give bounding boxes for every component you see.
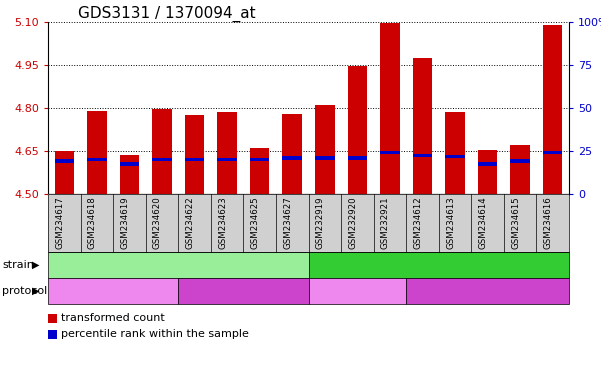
Bar [152, 109, 172, 194]
Bar [120, 155, 139, 194]
Text: GSM234623: GSM234623 [218, 197, 227, 249]
Text: GSM234615: GSM234615 [511, 197, 520, 249]
Text: sedentary: sedentary [85, 286, 141, 296]
Bar [87, 158, 106, 161]
Text: high capacity runner: high capacity runner [380, 260, 497, 270]
Bar [185, 158, 204, 161]
Text: GSM232920: GSM232920 [349, 197, 358, 249]
Bar [445, 155, 465, 159]
Bar [347, 156, 367, 160]
Bar [347, 66, 367, 194]
Text: low capacity runner: low capacity runner [123, 260, 234, 270]
Text: percentile rank within the sample: percentile rank within the sample [61, 329, 249, 339]
Text: GSM234613: GSM234613 [446, 197, 455, 249]
Text: GSM234627: GSM234627 [283, 197, 292, 249]
Text: exercise: exercise [221, 286, 266, 296]
Bar [478, 149, 498, 194]
Bar [152, 158, 172, 161]
Bar [543, 25, 563, 194]
Text: GSM234617: GSM234617 [55, 197, 64, 249]
Text: GSM234616: GSM234616 [544, 197, 553, 249]
Text: GSM234620: GSM234620 [153, 197, 162, 249]
Text: ▶: ▶ [32, 260, 40, 270]
Bar [510, 145, 530, 194]
Bar [315, 105, 335, 194]
Bar [478, 162, 498, 166]
Bar [87, 111, 106, 194]
Bar [218, 158, 237, 161]
Text: exercise: exercise [465, 286, 511, 296]
Text: GSM234625: GSM234625 [251, 197, 260, 249]
Bar [218, 112, 237, 194]
Bar [413, 58, 432, 194]
Text: GSM232921: GSM232921 [381, 197, 390, 249]
Bar [315, 156, 335, 160]
Bar [543, 151, 563, 154]
Bar [185, 115, 204, 194]
Text: GSM234618: GSM234618 [88, 197, 97, 249]
Text: GSM234612: GSM234612 [413, 197, 423, 249]
Text: transformed count: transformed count [61, 313, 165, 323]
Text: GSM234614: GSM234614 [478, 197, 487, 249]
Bar [55, 151, 74, 194]
Bar [250, 148, 269, 194]
Bar [380, 23, 400, 194]
Bar [380, 151, 400, 154]
Text: GSM234619: GSM234619 [120, 197, 129, 249]
Bar [445, 112, 465, 194]
Bar [120, 162, 139, 166]
Text: GSM232919: GSM232919 [316, 197, 325, 249]
Bar [413, 154, 432, 157]
Text: GDS3131 / 1370094_at: GDS3131 / 1370094_at [78, 6, 255, 22]
Text: strain: strain [2, 260, 34, 270]
Bar [282, 114, 302, 194]
Bar [55, 159, 74, 163]
Bar [250, 158, 269, 161]
Text: ▶: ▶ [32, 286, 40, 296]
Text: GSM234622: GSM234622 [186, 197, 195, 249]
Bar [510, 159, 530, 163]
Text: protocol: protocol [2, 286, 47, 296]
Bar [282, 156, 302, 160]
Text: sedentary: sedentary [329, 286, 385, 296]
